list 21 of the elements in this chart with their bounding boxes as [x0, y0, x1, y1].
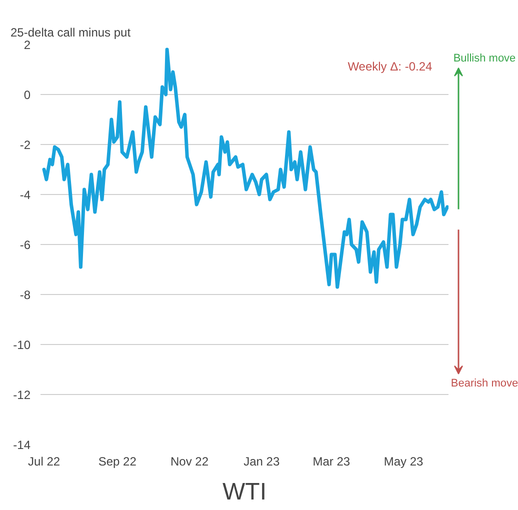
y-tick-label: -4 — [20, 188, 31, 202]
text: Bullish move — [453, 52, 516, 65]
y-tick-label: -10 — [13, 338, 31, 352]
x-tick-label: Mar 23 — [312, 454, 350, 468]
y-tick-label: -8 — [20, 288, 31, 302]
y-tick-label: -2 — [20, 138, 31, 152]
text: WTI — [222, 478, 266, 506]
line-series — [42, 48, 448, 289]
x-tick-label: Jan 23 — [244, 454, 280, 468]
y-tick-label: -14 — [13, 438, 31, 452]
y-axis-title: 25-delta call minus put — [10, 26, 132, 40]
text: Bearish move — [450, 377, 518, 390]
y-tick-label: -12 — [13, 388, 31, 402]
x-tick-label: Jul 22 — [28, 454, 60, 468]
y-tick-label: 2 — [24, 38, 31, 52]
x-tick-label: Nov 22 — [170, 454, 209, 468]
annotation: Weekly Δ: -0.24 — [348, 60, 433, 74]
y-tick-label: 0 — [24, 88, 31, 102]
y-tick-label: -6 — [20, 238, 31, 252]
x-tick-label: May 23 — [384, 454, 424, 468]
x-tick-label: Sep 22 — [98, 454, 137, 468]
